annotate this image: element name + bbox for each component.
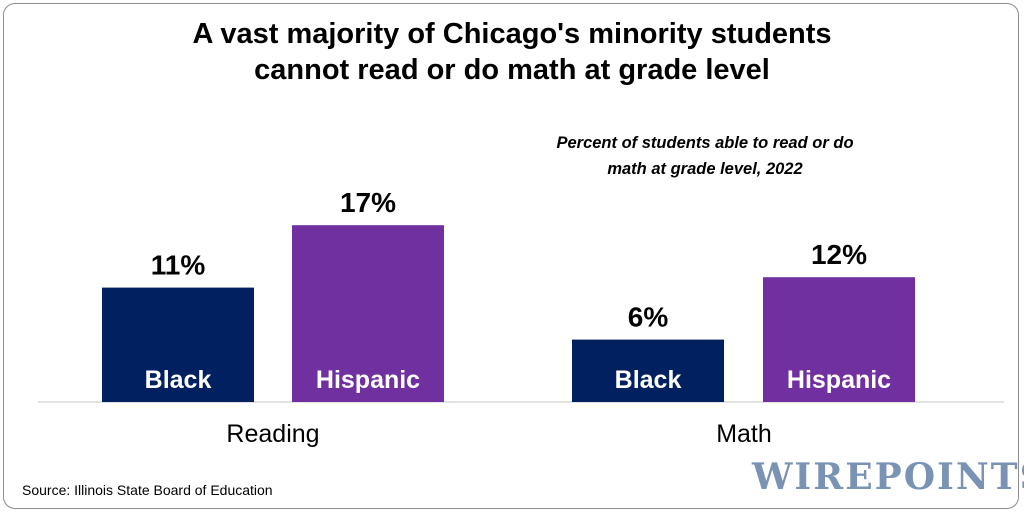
title-line-2: cannot read or do math at grade level xyxy=(254,54,770,86)
bar-math-black xyxy=(572,339,724,402)
category-label-math: Math xyxy=(716,420,772,448)
bar-reading-hispanic xyxy=(292,225,444,402)
chart-frame xyxy=(3,3,1019,509)
data-label-reading-black: 11% xyxy=(151,250,206,281)
chart-title: A vast majority of Chicago's minority st… xyxy=(0,16,1024,88)
bar-name-math-black: Black xyxy=(615,366,682,394)
source-note: Source: Illinois State Board of Educatio… xyxy=(22,482,273,498)
chart-subtitle: Percent of students able to read or do m… xyxy=(500,130,910,182)
subtitle-line-1: Percent of students able to read or do xyxy=(556,134,854,152)
bar-name-reading-hispanic: Hispanic xyxy=(316,366,420,394)
bar-name-reading-black: Black xyxy=(145,366,212,394)
data-label-math-black: 6% xyxy=(628,302,669,333)
data-label-math-hispanic: 12% xyxy=(811,239,867,270)
category-label-reading: Reading xyxy=(226,420,319,448)
title-line-1: A vast majority of Chicago's minority st… xyxy=(192,18,832,50)
bar-reading-black xyxy=(102,287,254,402)
bar-name-math-hispanic: Hispanic xyxy=(787,366,891,394)
subtitle-line-2: math at grade level, 2022 xyxy=(607,160,803,178)
data-label-reading-hispanic: 17% xyxy=(340,187,396,218)
bar-math-hispanic xyxy=(763,277,915,402)
wirepoints-logo: WIREPOINTS xyxy=(752,456,1024,498)
